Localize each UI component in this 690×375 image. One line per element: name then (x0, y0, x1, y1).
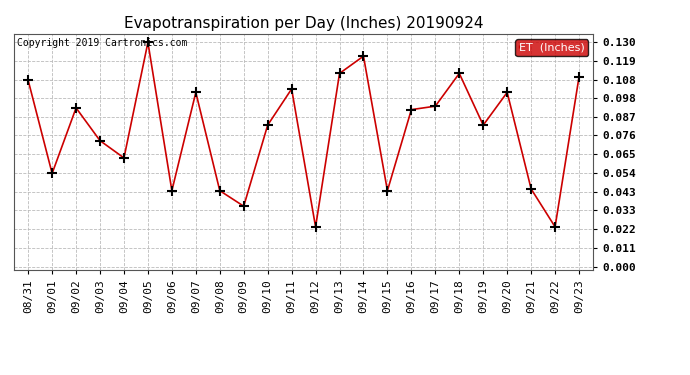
Title: Evapotranspiration per Day (Inches) 20190924: Evapotranspiration per Day (Inches) 2019… (124, 16, 484, 31)
Legend: ET  (Inches): ET (Inches) (515, 39, 588, 56)
Text: Copyright 2019 Cartronics.com: Copyright 2019 Cartronics.com (17, 39, 187, 48)
